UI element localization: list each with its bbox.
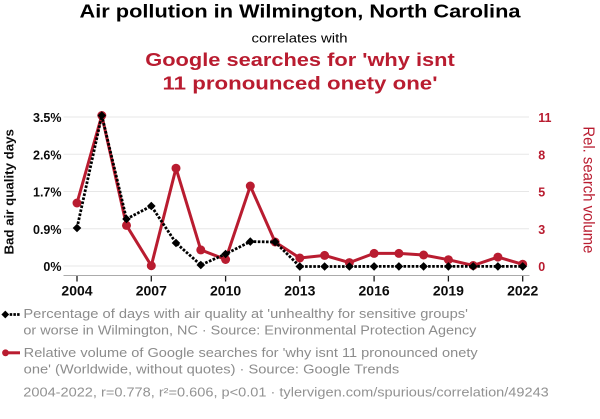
svg-text:or worse in Wilmington, NC · S: or worse in Wilmington, NC · Source: Env… [23, 322, 477, 337]
svg-text:Bad air quality days: Bad air quality days [2, 129, 17, 255]
svg-text:2016: 2016 [359, 282, 390, 298]
svg-text:2004: 2004 [61, 282, 92, 298]
svg-text:11 pronounced onety one': 11 pronounced onety one' [163, 73, 438, 94]
svg-text:2019: 2019 [433, 282, 464, 298]
svg-text:0.9%: 0.9% [33, 223, 62, 237]
svg-text:5: 5 [538, 186, 545, 200]
svg-text:11: 11 [538, 111, 551, 125]
svg-text:Percentage of days with air qu: Percentage of days with air quality at '… [23, 306, 467, 321]
svg-text:Google searches for 'why isnt: Google searches for 'why isnt [145, 49, 455, 70]
svg-text:2013: 2013 [284, 282, 315, 298]
svg-text:3: 3 [538, 223, 545, 237]
svg-text:Rel. search volume: Rel. search volume [580, 126, 597, 253]
svg-text:correlates with: correlates with [252, 30, 348, 45]
svg-text:0%: 0% [43, 260, 61, 274]
svg-text:2.6%: 2.6% [33, 148, 62, 162]
svg-text:Air pollution in Wilmington, N: Air pollution in Wilmington, North Carol… [80, 2, 522, 22]
svg-text:one' (Worldwide, without quote: one' (Worldwide, without quotes) · Sourc… [24, 361, 400, 376]
svg-text:2022: 2022 [507, 282, 538, 298]
svg-text:2007: 2007 [136, 282, 167, 298]
svg-text:2004-2022, r=0.778, r²=0.606,: 2004-2022, r=0.778, r²=0.606, p<0.01 · t… [23, 385, 549, 400]
svg-text:0: 0 [538, 260, 545, 274]
svg-text:8: 8 [538, 148, 545, 162]
svg-text:3.5%: 3.5% [33, 111, 62, 125]
svg-text:Relative volume of Google sear: Relative volume of Google searches for '… [24, 345, 479, 360]
svg-text:2010: 2010 [210, 282, 241, 298]
svg-text:1.7%: 1.7% [33, 186, 62, 200]
